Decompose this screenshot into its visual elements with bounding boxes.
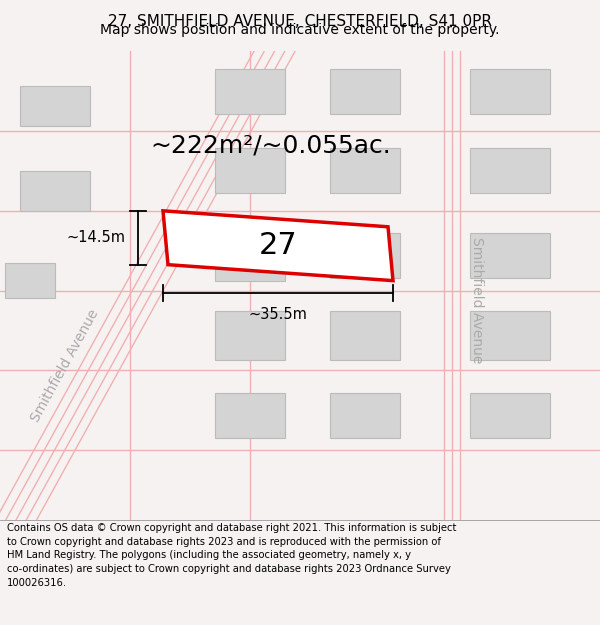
Polygon shape <box>20 86 90 126</box>
Polygon shape <box>470 69 550 114</box>
Polygon shape <box>470 233 550 278</box>
Polygon shape <box>470 311 550 361</box>
Text: ~14.5m: ~14.5m <box>67 230 126 245</box>
Polygon shape <box>215 311 285 361</box>
Text: Smithfield Avenue: Smithfield Avenue <box>28 307 101 424</box>
Text: ~222m²/~0.055ac.: ~222m²/~0.055ac. <box>150 134 391 158</box>
Polygon shape <box>215 231 285 281</box>
Polygon shape <box>215 149 285 193</box>
Polygon shape <box>330 393 400 438</box>
Text: 27, SMITHFIELD AVENUE, CHESTERFIELD, S41 0PR: 27, SMITHFIELD AVENUE, CHESTERFIELD, S41… <box>108 14 492 29</box>
Polygon shape <box>215 69 285 114</box>
Polygon shape <box>5 263 55 298</box>
Polygon shape <box>330 149 400 193</box>
Polygon shape <box>20 171 90 211</box>
Polygon shape <box>215 393 285 438</box>
Polygon shape <box>470 149 550 193</box>
Text: Contains OS data © Crown copyright and database right 2021. This information is : Contains OS data © Crown copyright and d… <box>7 523 457 588</box>
Polygon shape <box>330 233 400 278</box>
Text: Map shows position and indicative extent of the property.: Map shows position and indicative extent… <box>100 23 500 37</box>
Polygon shape <box>330 311 400 361</box>
Polygon shape <box>470 393 550 438</box>
Polygon shape <box>330 69 400 114</box>
Text: 27: 27 <box>259 231 298 260</box>
Polygon shape <box>163 211 393 281</box>
Text: ~35.5m: ~35.5m <box>248 307 307 322</box>
Text: Smithfield Avenue: Smithfield Avenue <box>470 238 484 364</box>
